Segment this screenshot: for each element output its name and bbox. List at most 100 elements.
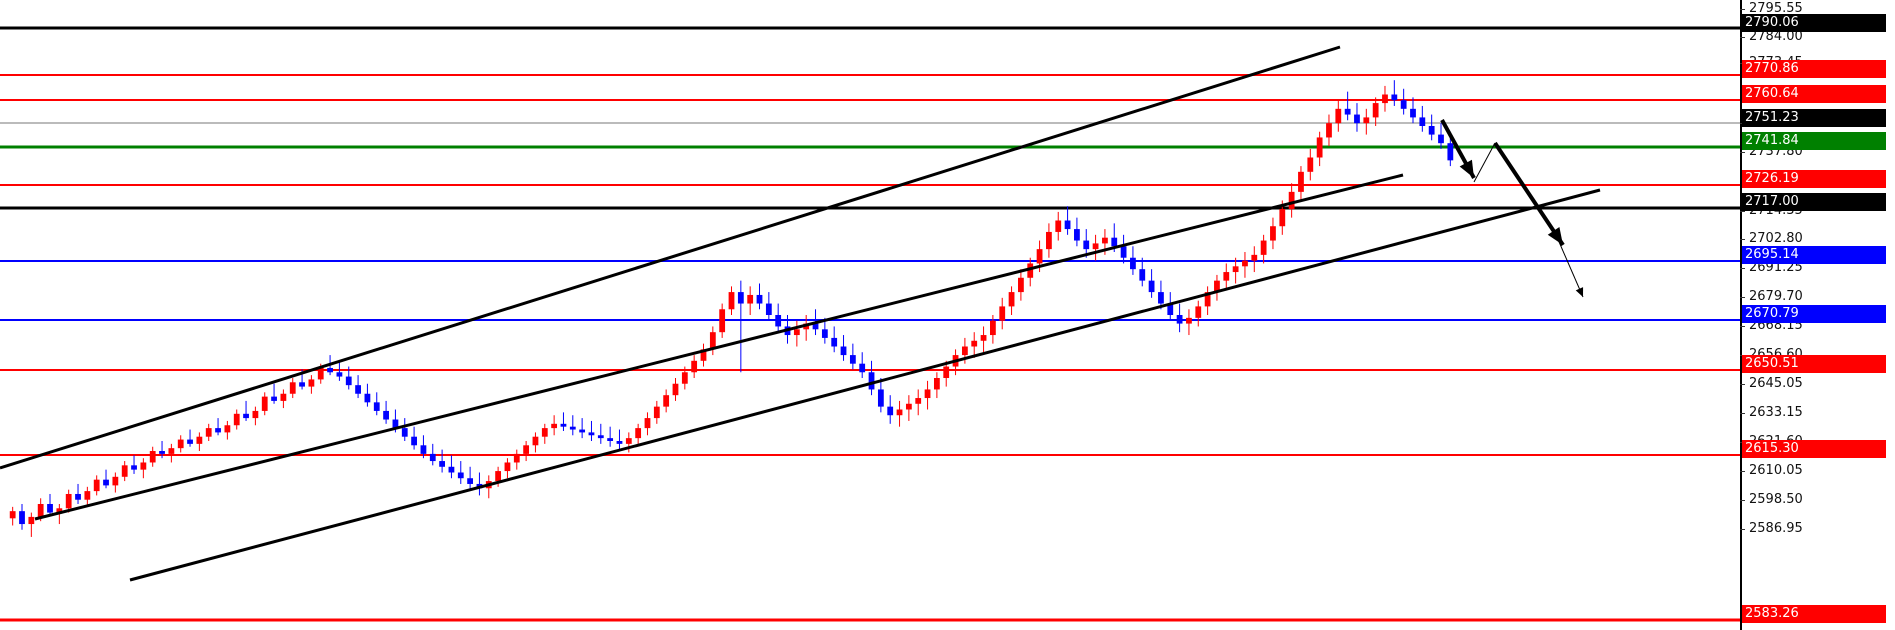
candle-body bbox=[1316, 137, 1323, 158]
candle-body bbox=[364, 393, 371, 403]
candle-body bbox=[1046, 231, 1052, 250]
axis-tick-label: 2610.05 bbox=[1749, 463, 1803, 478]
axis-tick bbox=[1740, 500, 1745, 501]
candle-body bbox=[47, 504, 53, 513]
candle-body bbox=[1410, 108, 1416, 118]
candle-body bbox=[765, 303, 772, 315]
candle-body bbox=[793, 329, 800, 336]
price-level-badge[interactable]: 2670.79 bbox=[1742, 305, 1886, 323]
candle-body bbox=[56, 508, 63, 513]
price-level-badge[interactable]: 2717.00 bbox=[1742, 193, 1886, 211]
candle-body bbox=[551, 423, 558, 429]
price-level-badge[interactable]: 2695.14 bbox=[1742, 246, 1886, 264]
candle-body bbox=[1083, 240, 1090, 250]
candle-body bbox=[905, 403, 912, 410]
candle-body bbox=[1354, 114, 1360, 124]
candle-body bbox=[1102, 237, 1108, 244]
candle-body bbox=[1372, 103, 1379, 118]
candle-body bbox=[691, 360, 698, 373]
price-level-badge[interactable]: 2741.84 bbox=[1742, 132, 1886, 150]
candle-body bbox=[607, 438, 614, 441]
candle-body bbox=[159, 451, 165, 454]
price-level-badge[interactable]: 2751.23 bbox=[1742, 109, 1886, 127]
candle-body bbox=[1111, 237, 1118, 247]
axis-tick-label: 2586.95 bbox=[1749, 521, 1803, 536]
axis-tick bbox=[1740, 37, 1745, 38]
candle-body bbox=[196, 436, 203, 444]
candle-body bbox=[187, 439, 193, 444]
candle-body bbox=[1270, 226, 1276, 241]
candle-body bbox=[168, 448, 175, 454]
candle-body bbox=[877, 389, 884, 407]
trendline-channel-mid[interactable] bbox=[34, 173, 1404, 521]
candle-body bbox=[1092, 243, 1099, 250]
candle-body bbox=[1260, 240, 1267, 255]
candle-body bbox=[1326, 123, 1332, 138]
price-level-badge[interactable]: 2583.26 bbox=[1742, 605, 1886, 623]
candle-body bbox=[1307, 157, 1314, 172]
candle-body bbox=[1232, 266, 1239, 273]
trendline-channel-lower[interactable] bbox=[129, 188, 1601, 582]
candle-body bbox=[140, 462, 147, 470]
candle-body bbox=[971, 340, 978, 347]
candle-body bbox=[513, 453, 520, 463]
axis-tick bbox=[1740, 326, 1745, 327]
candle-body bbox=[439, 461, 445, 467]
candle-body bbox=[719, 309, 726, 333]
axis-tick-label: 2702.80 bbox=[1749, 231, 1803, 246]
price-level-badge[interactable]: 2770.86 bbox=[1742, 60, 1886, 78]
candle-body bbox=[1036, 249, 1043, 264]
axis-tick bbox=[1740, 152, 1745, 153]
candle-body bbox=[224, 425, 231, 433]
candle-body bbox=[681, 372, 688, 384]
price-chart-plot-area[interactable] bbox=[0, 0, 1740, 630]
price-axis[interactable]: 2795.552784.002773.452749.552737.802714.… bbox=[1740, 0, 1895, 630]
candle-body bbox=[663, 395, 670, 407]
axis-tick-label: 2795.55 bbox=[1749, 1, 1803, 16]
axis-tick bbox=[1740, 211, 1745, 212]
candle-body bbox=[355, 385, 361, 394]
candle-body bbox=[93, 479, 100, 492]
price-level-badge[interactable]: 2760.64 bbox=[1742, 85, 1886, 103]
candle-body bbox=[383, 410, 389, 420]
candle-body bbox=[1438, 134, 1444, 144]
projection-arrow-4-down bbox=[1552, 227, 1584, 298]
candle-body bbox=[999, 306, 1006, 321]
price-level-badge[interactable]: 2615.30 bbox=[1742, 440, 1886, 458]
candle-body bbox=[1335, 108, 1342, 124]
candle-body bbox=[775, 315, 782, 327]
candle-body bbox=[1176, 315, 1183, 324]
price-chart-svg bbox=[0, 26, 1740, 622]
candle-body bbox=[131, 465, 137, 470]
candle-body bbox=[1344, 108, 1351, 115]
candle-body bbox=[1419, 117, 1426, 126]
candle-body bbox=[308, 379, 315, 387]
candle-body bbox=[1148, 280, 1155, 293]
candle-body bbox=[495, 471, 502, 482]
candle-body bbox=[849, 355, 856, 364]
candle-body bbox=[523, 445, 530, 454]
candle-body bbox=[103, 479, 109, 486]
candle-body bbox=[261, 396, 268, 411]
price-level-badge[interactable]: 2790.06 bbox=[1742, 14, 1886, 32]
candle-body bbox=[411, 436, 417, 446]
candle-body bbox=[1139, 269, 1146, 281]
candle-body bbox=[1074, 229, 1080, 241]
candle-body bbox=[271, 396, 277, 401]
candle-body bbox=[1018, 277, 1024, 293]
axis-tick-label: 2679.70 bbox=[1749, 289, 1803, 304]
candle-body bbox=[299, 382, 305, 387]
price-level-badge[interactable]: 2726.19 bbox=[1742, 170, 1886, 188]
candle-body bbox=[756, 294, 763, 304]
candle-body bbox=[532, 436, 539, 446]
candle-body bbox=[429, 453, 436, 462]
candle-body bbox=[990, 320, 996, 336]
candle-body bbox=[205, 428, 212, 437]
price-level-badge[interactable]: 2650.51 bbox=[1742, 355, 1886, 373]
axis-tick-label: 2598.50 bbox=[1749, 492, 1803, 507]
candle-body bbox=[392, 419, 399, 429]
projection-arrowhead bbox=[1575, 287, 1584, 297]
trendline-channel-upper[interactable] bbox=[0, 45, 1341, 470]
candle-body bbox=[859, 363, 866, 373]
